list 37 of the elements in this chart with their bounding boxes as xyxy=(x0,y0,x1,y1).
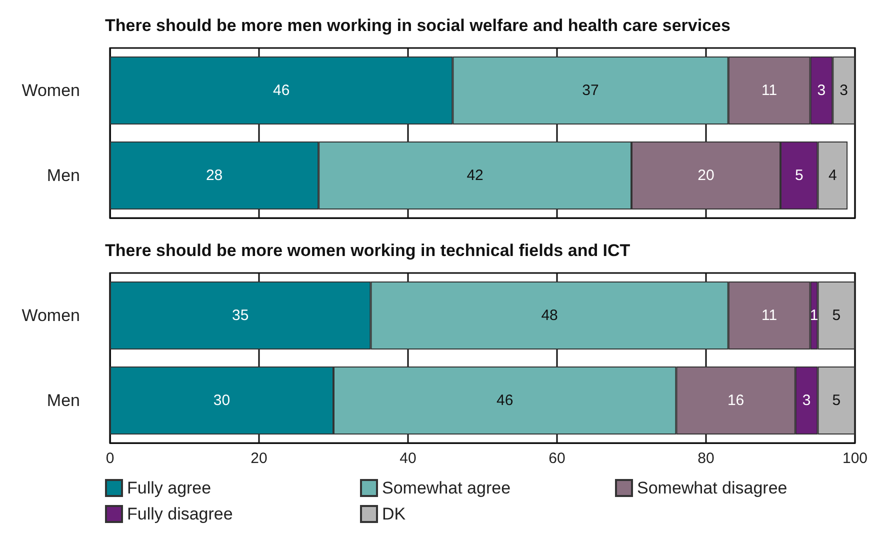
y-tick-label: Women xyxy=(22,306,80,325)
data-label: 30 xyxy=(213,392,230,409)
data-label: 42 xyxy=(466,167,484,184)
data-label: 3 xyxy=(840,82,848,99)
legend-label: Fully agree xyxy=(127,478,212,498)
data-label: 5 xyxy=(832,392,841,409)
data-label: 5 xyxy=(794,167,804,184)
data-label: 5 xyxy=(832,307,841,324)
x-tick-label: 100 xyxy=(842,450,868,467)
y-tick-label: Men xyxy=(46,166,80,185)
data-label: 4 xyxy=(828,167,837,184)
legend-label: Fully disagree xyxy=(127,504,233,524)
data-label: 11 xyxy=(762,82,778,99)
data-label: 3 xyxy=(817,82,826,99)
data-label: 48 xyxy=(541,307,558,324)
y-tick-label: Women xyxy=(22,81,80,100)
data-label: 37 xyxy=(582,82,599,99)
x-tick-label: 0 xyxy=(106,450,114,467)
data-label: 1 xyxy=(810,307,818,324)
data-label: 46 xyxy=(496,392,514,409)
data-label: 20 xyxy=(698,167,714,184)
legend-label: Somewhat agree xyxy=(382,478,511,498)
y-tick-label: Men xyxy=(46,391,80,410)
x-tick-label: 80 xyxy=(698,450,714,467)
data-label: 35 xyxy=(232,307,249,324)
x-tick-label: 60 xyxy=(548,450,566,467)
legend-label: DK xyxy=(382,504,406,524)
x-tick-label: 20 xyxy=(250,450,268,467)
data-label: 16 xyxy=(727,392,744,409)
data-label: 46 xyxy=(273,82,290,99)
x-tick-label: 40 xyxy=(400,450,416,467)
chart-title: There should be more men working in social welfare and health care services xyxy=(105,16,730,35)
data-label: 11 xyxy=(762,307,778,324)
chart-title: There should be more women working in technical fields and ICT xyxy=(105,241,631,260)
legend-label: Somewhat disagree xyxy=(637,478,788,498)
data-label: 3 xyxy=(802,392,811,409)
data-label: 28 xyxy=(206,167,223,184)
